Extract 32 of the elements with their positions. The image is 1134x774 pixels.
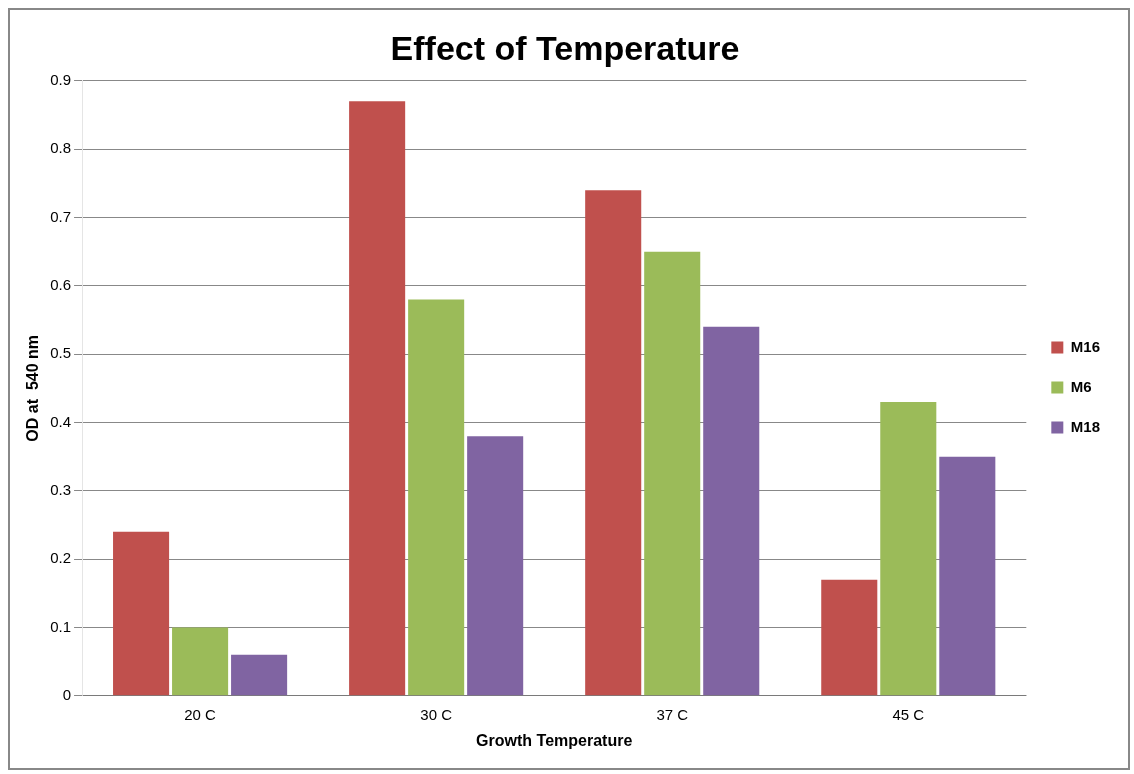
bar (880, 401, 937, 696)
x-tick-label: 20 C (184, 705, 217, 723)
x-tick-label: 45 C (892, 705, 925, 723)
x-axis-title: Growth Temperature (476, 731, 633, 749)
y-tick-label: 0.8 (50, 139, 72, 157)
bar (231, 654, 288, 696)
bar (172, 627, 229, 696)
bar (644, 251, 701, 696)
y-axis-title: OD at 540 nm (24, 334, 42, 442)
y-tick-label: 0.5 (50, 344, 72, 362)
x-tick-label: 37 C (656, 705, 689, 723)
y-tick-label: 0 (62, 685, 72, 703)
bar (467, 436, 524, 696)
x-tick-label: 30 C (420, 705, 453, 723)
y-tick-label: 0.2 (50, 549, 72, 567)
legend-label: M18 (1070, 417, 1101, 435)
bar (349, 101, 406, 696)
bar (939, 456, 996, 696)
legend-label: M16 (1070, 337, 1101, 355)
bar (703, 326, 760, 696)
y-tick-label: 0.9 (50, 70, 72, 88)
y-tick-label: 0.4 (50, 412, 72, 430)
bar (821, 579, 878, 696)
bar (113, 531, 170, 696)
bar (585, 190, 642, 696)
chart-title: Effect of Temperature (390, 28, 740, 67)
y-tick-label: 0.3 (50, 480, 72, 498)
y-tick-label: 0.1 (50, 617, 72, 635)
bar (408, 299, 465, 696)
y-tick-label: 0.7 (50, 207, 72, 225)
y-tick-label: 0.6 (50, 275, 72, 293)
legend-label: M6 (1070, 377, 1092, 395)
